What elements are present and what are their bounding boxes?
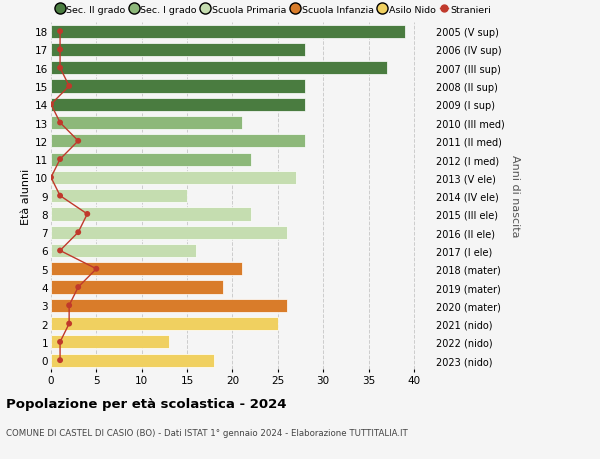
Point — [46, 174, 56, 182]
Point — [55, 338, 65, 346]
Point — [64, 83, 74, 90]
Text: COMUNE DI CASTEL DI CASIO (BO) - Dati ISTAT 1° gennaio 2024 - Elaborazione TUTTI: COMUNE DI CASTEL DI CASIO (BO) - Dati IS… — [6, 428, 408, 437]
Bar — [51, 281, 223, 294]
Point — [55, 28, 65, 36]
Point — [82, 211, 92, 218]
Bar — [51, 354, 214, 367]
Bar — [51, 117, 241, 130]
Point — [55, 65, 65, 72]
Bar — [51, 263, 241, 276]
Bar — [51, 44, 305, 57]
Bar — [51, 99, 305, 112]
Bar — [51, 80, 305, 93]
Y-axis label: Età alunni: Età alunni — [21, 168, 31, 224]
Point — [55, 247, 65, 255]
Bar — [51, 190, 187, 203]
Point — [55, 47, 65, 54]
Point — [46, 101, 56, 109]
Bar — [51, 226, 287, 239]
Bar — [51, 299, 287, 312]
Bar — [51, 153, 251, 166]
Text: Popolazione per età scolastica - 2024: Popolazione per età scolastica - 2024 — [6, 397, 287, 410]
Bar — [51, 317, 278, 330]
Point — [73, 138, 83, 145]
Point — [92, 265, 101, 273]
Point — [55, 120, 65, 127]
Bar — [51, 244, 196, 257]
Bar — [51, 171, 296, 185]
Point — [55, 193, 65, 200]
Bar — [51, 62, 386, 75]
Bar — [51, 336, 169, 349]
Point — [73, 229, 83, 236]
Bar — [51, 208, 251, 221]
Point — [64, 320, 74, 328]
Point — [73, 284, 83, 291]
Point — [55, 156, 65, 163]
Bar — [51, 135, 305, 148]
Legend: Sec. II grado, Sec. I grado, Scuola Primaria, Scuola Infanzia, Asilo Nido, Stran: Sec. II grado, Sec. I grado, Scuola Prim… — [56, 6, 491, 15]
Y-axis label: Anni di nascita: Anni di nascita — [511, 155, 520, 237]
Bar — [51, 26, 405, 39]
Point — [64, 302, 74, 309]
Point — [55, 357, 65, 364]
